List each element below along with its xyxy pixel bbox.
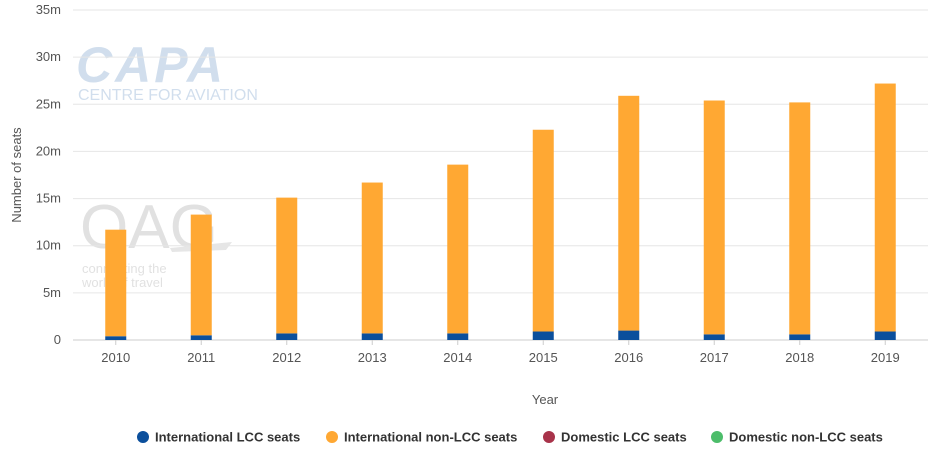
bar-segment[interactable] — [447, 164, 469, 334]
legend-label: Domestic non-LCC seats — [729, 430, 883, 445]
watermark-group: CAPA CENTRE FOR AVIATION OAG connecting … — [76, 37, 258, 290]
x-tick-label: 2015 — [529, 350, 558, 365]
legend-item[interactable]: Domestic LCC seats — [543, 430, 687, 445]
bar-segment[interactable] — [447, 333, 469, 340]
bar-segment[interactable] — [532, 129, 554, 332]
legend: International LCC seats International non… — [137, 430, 883, 445]
bar-segment[interactable] — [105, 336, 127, 340]
y-tick-label: 0 — [54, 332, 61, 347]
bar-segment[interactable] — [874, 331, 896, 340]
legend-marker — [137, 431, 149, 443]
y-axis: 0 5m 10m 15m 20m 25m 30m 35m — [36, 2, 61, 347]
legend-item[interactable]: International non-LCC seats — [326, 430, 517, 445]
y-tick-label: 25m — [36, 96, 61, 111]
legend-label: International non-LCC seats — [344, 430, 517, 445]
y-tick-label: 5m — [43, 285, 61, 300]
bar-segment[interactable] — [190, 214, 212, 336]
bar-segment[interactable] — [190, 335, 212, 340]
bars — [105, 83, 896, 340]
legend-marker — [543, 431, 555, 443]
bar-segment[interactable] — [703, 334, 725, 340]
x-axis: 2010 2011 2012 2013 2014 2015 2016 2017 2018 2019 — [101, 340, 900, 365]
bar-segment[interactable] — [618, 95, 640, 331]
legend-label: International LCC seats — [155, 430, 300, 445]
bar-segment[interactable] — [105, 229, 127, 337]
x-tick-label: 2016 — [614, 350, 643, 365]
x-tick-label: 2017 — [700, 350, 729, 365]
legend-marker — [326, 431, 338, 443]
legend-item[interactable]: Domestic non-LCC seats — [711, 430, 883, 445]
bar-segment[interactable] — [874, 83, 896, 332]
bar-segment[interactable] — [789, 334, 811, 340]
x-tick-label: 2013 — [358, 350, 387, 365]
gridlines — [73, 9, 928, 341]
bar-segment[interactable] — [276, 333, 298, 340]
bar-segment[interactable] — [703, 100, 725, 335]
legend-label: Domestic LCC seats — [561, 430, 687, 445]
x-tick-label: 2019 — [871, 350, 900, 365]
y-tick-label: 35m — [36, 2, 61, 17]
x-tick-label: 2010 — [101, 350, 130, 365]
bar-segment[interactable] — [618, 330, 640, 340]
x-tick-label: 2018 — [785, 350, 814, 365]
x-tick-label: 2012 — [272, 350, 301, 365]
legend-item[interactable]: International LCC seats — [137, 430, 300, 445]
bar-segment[interactable] — [276, 197, 298, 334]
bar-segment[interactable] — [789, 102, 811, 335]
x-tick-label: 2011 — [187, 350, 215, 365]
legend-marker — [711, 431, 723, 443]
y-tick-label: 15m — [36, 191, 61, 206]
capa-tagline-watermark: CENTRE FOR AVIATION — [78, 87, 258, 104]
bar-segment[interactable] — [532, 331, 554, 340]
x-axis-title: Year — [532, 392, 559, 407]
y-tick-label: 20m — [36, 143, 61, 158]
y-axis-title: Number of seats — [9, 127, 24, 223]
bar-segment[interactable] — [361, 333, 383, 340]
y-tick-label: 10m — [36, 238, 61, 253]
y-tick-label: 30m — [36, 49, 61, 64]
bar-segment[interactable] — [361, 182, 383, 334]
capa-logo-watermark: CAPA — [76, 37, 226, 93]
x-tick-label: 2014 — [443, 350, 472, 365]
